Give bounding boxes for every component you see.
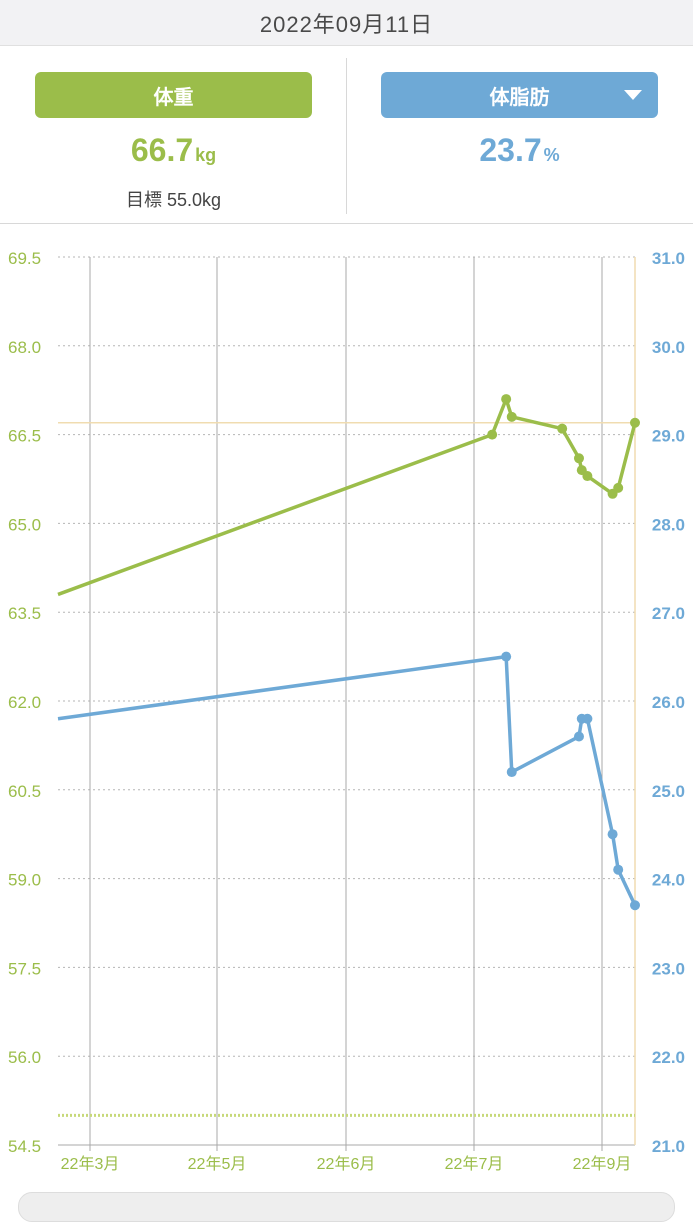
weight-goal: 目標 55.0kg: [125, 190, 222, 210]
weight-series-point: [501, 394, 512, 405]
bottom-control[interactable]: [18, 1192, 675, 1222]
summary-divider: [346, 58, 347, 214]
y-right-tick-label: 24.0: [652, 871, 685, 890]
weight-series-point: [506, 411, 517, 422]
body-fat-series-point: [501, 651, 512, 662]
weight-fat-chart[interactable]: 69.5 31.0 68.0 30.0 66.5 29.0 65.0 28.0 63.5 27.0…: [0, 224, 693, 1200]
weight-series-point: [557, 423, 568, 434]
x-tick-label: 22年3月: [61, 1155, 120, 1173]
y-left-tick-label: 62.0: [8, 693, 41, 712]
weight-tab-button[interactable]: 体重: [35, 72, 312, 118]
x-tick-label: 22年9月: [573, 1155, 632, 1173]
y-right-tick-label: 28.0: [652, 515, 685, 534]
x-tick-label: 22年5月: [188, 1155, 247, 1173]
chart-svg: 69.5 31.0 68.0 30.0 66.5 29.0 65.0 28.0 63.5 27.0…: [8, 249, 685, 1173]
body-fat-tab-label: 体脂肪: [489, 86, 550, 109]
y-right-tick-label: 21.0: [652, 1137, 685, 1156]
y-right-tick-label: 22.0: [652, 1048, 685, 1067]
y-right-tick-label: 25.0: [652, 782, 685, 801]
y-left-tick-label: 66.5: [8, 427, 41, 446]
y-left-tick-label: 65.0: [8, 515, 41, 534]
y-right-tick-label: 29.0: [652, 427, 685, 446]
weight-unit: kg: [195, 145, 217, 165]
y-left-tick-label: 56.0: [8, 1048, 41, 1067]
y-left-tick-label: 60.5: [8, 782, 41, 801]
weight-value: 66.7 kg: [35, 132, 312, 169]
body-fat-series-point: [506, 767, 517, 778]
body-fat-value: 23.7 %: [381, 132, 658, 169]
body-fat-series-point: [607, 829, 618, 840]
body-fat-number: 23.7: [479, 132, 542, 168]
weight-series-point: [630, 417, 640, 428]
body-fat-series-point: [613, 864, 624, 875]
weight-series-point: [487, 429, 498, 440]
body-fat-unit: %: [543, 145, 560, 165]
summary-panel: 体重 66.7 kg 目標 55.0kg 体脂肪 23.7 %: [0, 46, 693, 224]
weight-number: 66.7: [130, 132, 194, 168]
body-fat-series-point: [573, 731, 584, 742]
y-left-tick-label: 57.5: [8, 959, 41, 978]
date-header: 2022年09月11日: [0, 0, 693, 46]
selected-date: 2022年09月11日: [259, 11, 434, 37]
body-fat-series-point: [630, 900, 640, 911]
y-right-tick-label: 26.0: [652, 693, 685, 712]
y-right-tick-label: 31.0: [652, 249, 685, 268]
caret-down-icon: [624, 90, 642, 100]
body-fat-dropdown-button[interactable]: 体脂肪: [381, 72, 658, 118]
x-tick-label: 22年6月: [317, 1155, 376, 1173]
body-fat-series-point: [582, 713, 593, 724]
x-tick-label: 22年7月: [445, 1155, 504, 1173]
y-left-tick-label: 68.0: [8, 338, 41, 357]
weight-tab-label: 体重: [153, 86, 194, 109]
weight-series-point: [613, 482, 624, 493]
y-left-tick-label: 63.5: [8, 604, 41, 623]
weight-series-point: [582, 471, 593, 482]
y-left-tick-label: 54.5: [8, 1137, 41, 1156]
weight-series-point: [573, 453, 584, 464]
y-left-tick-label: 59.0: [8, 871, 41, 890]
y-right-tick-label: 30.0: [652, 338, 685, 357]
y-right-tick-label: 27.0: [652, 604, 685, 623]
y-left-tick-label: 69.5: [8, 249, 41, 268]
y-right-tick-label: 23.0: [652, 959, 685, 978]
